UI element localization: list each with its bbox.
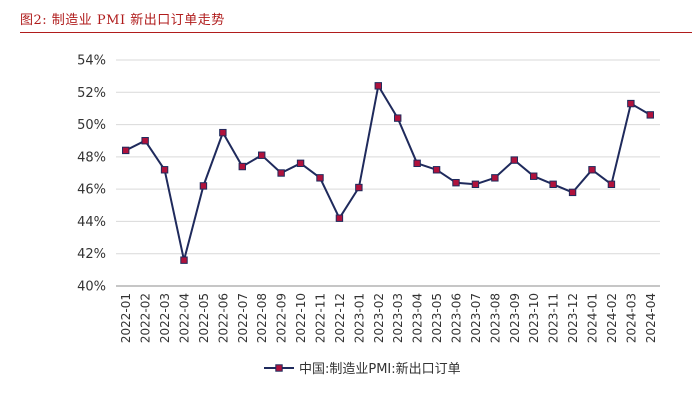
y-tick-label: 52% [77,86,106,101]
data-point [491,174,499,182]
x-tick-label: 2023-05 [430,293,444,343]
series-line [125,84,651,262]
y-tick-label: 46% [77,183,106,198]
data-point [432,166,441,174]
data-point [355,183,363,192]
y-tick-label: 42% [77,247,106,262]
x-tick-label: 2024-04 [644,293,658,343]
data-point [296,159,305,168]
data-point [335,214,344,222]
y-tick-label: 44% [77,215,106,230]
figure-title: 图2: 制造业 PMI 新出口订单走势 [20,13,225,28]
data-point [277,169,285,177]
x-tick-label: 2024-02 [605,293,619,343]
y-tick-label: 54% [77,54,106,69]
x-tick-label: 2023-03 [391,293,405,343]
data-point [607,180,616,189]
y-tick-label: 48% [77,150,106,165]
x-tick-label: 2022-08 [255,293,269,343]
x-tick-label: 2023-11 [547,293,561,343]
x-tick-label: 2022-04 [178,293,192,343]
data-point [219,128,227,137]
title-rule [20,32,692,33]
data-point [627,99,635,108]
legend-label: 中国:制造业PMI:新出口订单 [299,361,461,377]
x-tick-label: 2022-06 [216,293,230,343]
x-tick-label: 2023-04 [411,293,425,343]
x-tick-label: 2022-10 [294,293,308,343]
x-tick-label: 2022-03 [158,293,172,343]
x-tick-label: 2023-09 [508,293,522,343]
x-tick-label: 2022-02 [139,293,153,343]
data-point [180,256,188,264]
x-tick-label: 2023-10 [527,293,541,343]
data-point [646,111,654,119]
x-tick-label: 2022-09 [275,293,289,343]
data-point [530,172,538,180]
x-tick-label: 2023-08 [488,293,502,343]
x-tick-label: 2024-01 [586,293,600,343]
x-tick-label: 2023-02 [372,293,386,343]
data-point [413,159,421,168]
data-point [394,114,402,122]
x-tick-label: 2023-12 [566,293,580,343]
data-point [374,82,382,90]
data-point [510,156,518,164]
data-point [258,151,266,159]
data-point [452,178,460,187]
x-tick-label: 2023-07 [469,293,483,343]
x-tick-label: 2022-01 [119,293,133,343]
data-point [122,146,130,155]
y-tick-label: 50% [77,118,106,133]
data-point [316,174,324,182]
x-tick-label: 2022-07 [236,293,250,343]
data-point [238,162,246,171]
data-point [141,137,149,145]
data-point [549,180,557,189]
data-point [588,166,596,174]
x-tick-label: 2023-06 [450,293,464,343]
x-tick-label: 2024-03 [624,293,638,343]
data-point [160,166,169,174]
y-tick-label: 40% [77,280,106,295]
x-tick-label: 2022-12 [333,293,347,343]
data-point [199,182,208,190]
x-tick-label: 2023-01 [352,293,366,343]
x-tick-label: 2022-05 [197,293,211,343]
data-point [471,180,480,189]
x-tick-label: 2022-11 [314,293,328,343]
data-point [568,188,577,197]
legend-marker [275,364,283,372]
